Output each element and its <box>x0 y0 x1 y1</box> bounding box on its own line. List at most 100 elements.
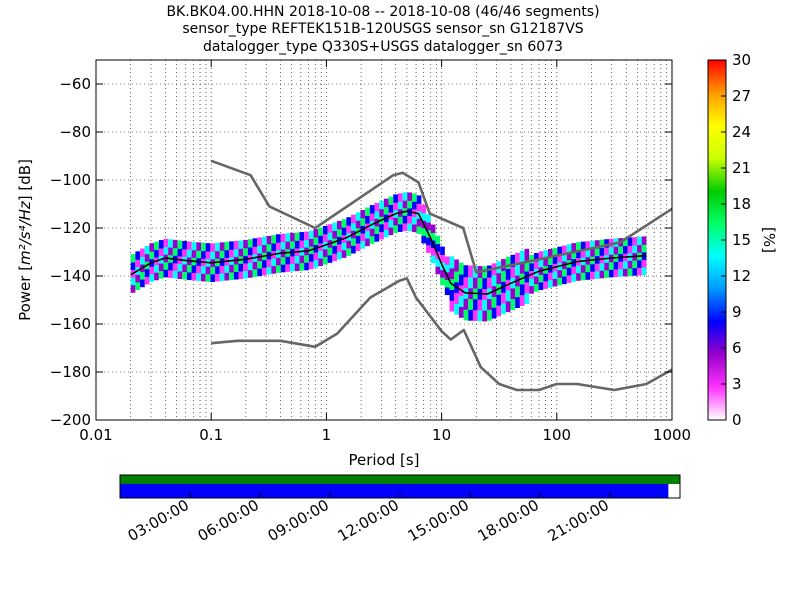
density-cell <box>585 271 591 280</box>
density-cell <box>130 284 136 293</box>
density-cell <box>191 272 197 281</box>
density-cell <box>580 249 586 258</box>
density-cell <box>266 258 272 267</box>
density-cell <box>144 245 150 255</box>
density-cell <box>566 251 572 261</box>
density-cell <box>299 254 305 264</box>
density-cell <box>430 224 436 233</box>
plot-background <box>96 60 672 420</box>
plot-area: 0.01 0.1 1 10 100 1000 −200 −180 −160 −140 −120 −1… <box>50 59 691 444</box>
coverage-bar-top <box>120 475 680 484</box>
density-cell <box>444 286 450 296</box>
density-cell <box>369 212 375 222</box>
density-cell <box>632 267 638 276</box>
density-cell <box>215 265 220 274</box>
density-cell <box>257 267 262 277</box>
density-cell <box>412 223 417 233</box>
density-cell <box>383 228 389 238</box>
density-cell <box>440 246 445 255</box>
density-cell <box>566 274 572 283</box>
title-line-3: datalogger_type Q330S+USGS datalogger_sn… <box>203 39 563 55</box>
density-cell <box>135 273 141 283</box>
density-cell <box>590 248 595 257</box>
density-cell <box>224 241 230 251</box>
density-cell <box>641 236 647 245</box>
density-cell <box>416 202 422 212</box>
density-cell <box>158 240 164 249</box>
density-cell <box>388 204 394 213</box>
density-cell <box>290 263 295 272</box>
density-cell <box>243 239 248 249</box>
density-cell <box>599 269 605 279</box>
density-cell <box>472 298 478 311</box>
density-cell <box>576 272 581 281</box>
density-cell <box>458 295 464 308</box>
density-cell <box>618 268 623 277</box>
density-cell <box>571 243 577 252</box>
density-cell <box>505 289 511 302</box>
density-cell <box>604 261 609 271</box>
density-cell <box>379 208 384 217</box>
density-cell <box>219 265 225 274</box>
density-cell <box>154 271 159 281</box>
density-cell <box>327 224 333 233</box>
density-cell <box>196 264 202 274</box>
density-cell <box>313 236 319 245</box>
density-cell <box>257 245 262 254</box>
density-cell <box>529 255 534 264</box>
density-cell <box>196 242 202 251</box>
density-cell <box>280 263 286 273</box>
density-cell <box>172 247 178 256</box>
density-cell <box>463 265 469 278</box>
density-cell <box>529 277 534 287</box>
density-cell <box>238 247 244 257</box>
density-cell <box>608 268 614 278</box>
density-cell <box>449 256 455 269</box>
density-cell <box>608 238 614 248</box>
title-line-2: sensor_type REFTEK151B-120USGS sensor_sn… <box>182 21 583 37</box>
density-cell <box>318 227 323 236</box>
density-cell <box>318 234 323 244</box>
density-cell <box>196 249 202 259</box>
colorbar-tick-label: 6 <box>732 339 742 357</box>
density-cell <box>632 259 638 269</box>
noise-model-low-line <box>211 277 673 392</box>
density-cell <box>397 223 403 232</box>
density-cell <box>351 222 356 231</box>
density-cell <box>557 276 563 286</box>
density-cell <box>538 281 544 291</box>
density-cell <box>308 253 314 262</box>
density-cell <box>449 288 455 301</box>
density-cell <box>224 272 230 281</box>
density-cell <box>332 222 337 231</box>
density-cell <box>163 268 169 278</box>
density-cell <box>243 270 248 279</box>
density-cell <box>444 279 450 288</box>
density-cell <box>590 263 595 272</box>
density-cell <box>463 276 469 289</box>
density-cell <box>510 298 516 311</box>
density-cell <box>501 291 506 304</box>
density-cell <box>608 246 614 255</box>
density-cell <box>562 268 567 277</box>
density-cell <box>252 238 258 247</box>
density-cell <box>257 237 262 246</box>
density-cell <box>276 241 281 251</box>
density-cell <box>557 269 563 278</box>
density-cell <box>154 249 159 258</box>
density-cell <box>163 261 169 270</box>
density-cell <box>580 241 586 251</box>
density-cell <box>407 200 413 209</box>
density-cell <box>201 272 206 282</box>
density-cell <box>182 248 187 257</box>
density-cell <box>210 273 216 282</box>
density-cell <box>276 264 281 273</box>
density-cell <box>501 269 506 282</box>
density-cell <box>426 236 431 246</box>
density-cell <box>519 250 525 263</box>
density-cell <box>604 239 609 248</box>
x-axis-label: Period [s] <box>348 451 419 469</box>
colorbar-tick-label: 0 <box>732 411 742 429</box>
density-cell <box>618 245 623 255</box>
